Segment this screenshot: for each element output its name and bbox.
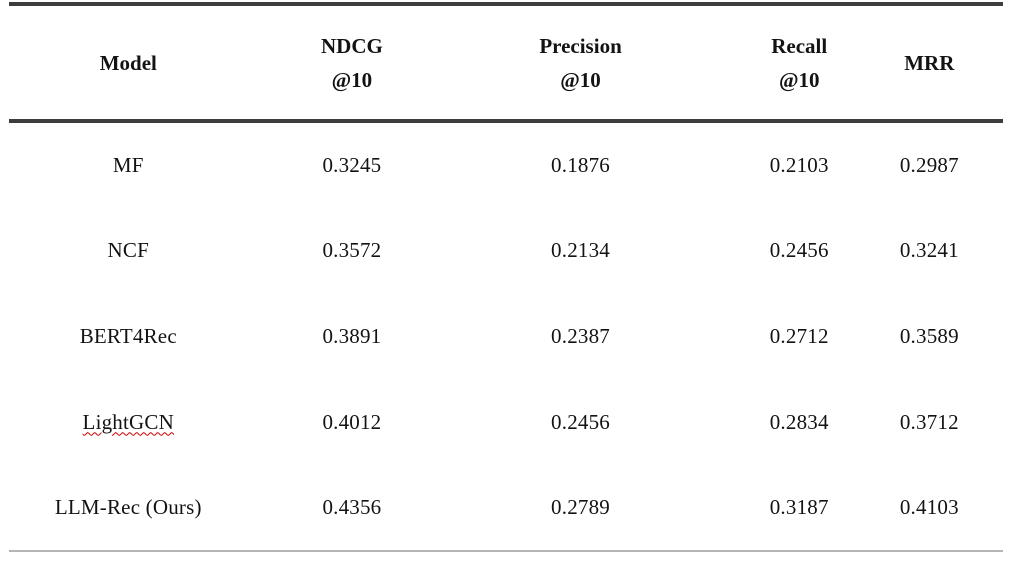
cell-model: MF: [9, 121, 248, 207]
table-body: MF 0.3245 0.1876 0.2103 0.2987 NCF 0.357…: [9, 121, 1003, 551]
model-name: NCF: [107, 237, 149, 262]
cell-precision10: 0.2789: [551, 495, 610, 519]
cell-model: BERT4Rec: [9, 293, 248, 379]
header-recall10-label: Recall: [771, 33, 828, 58]
cell-recall10: 0.2712: [769, 323, 829, 348]
cell-recall10: 0.2103: [769, 152, 829, 177]
cell-mrr: 0.3241: [899, 237, 959, 262]
header-recall10-sub: @10: [778, 67, 820, 92]
table-row: MF 0.3245 0.1876 0.2103 0.2987: [9, 121, 1003, 207]
header-precision10-sub: @10: [560, 67, 601, 92]
cell-ndcg10: 0.3572: [322, 237, 382, 262]
header-model: Model: [9, 4, 248, 121]
cell-ndcg10: 0.4356: [322, 495, 382, 519]
header-ndcg10-sub: @10: [331, 67, 373, 92]
cell-recall10: 0.2456: [769, 237, 829, 262]
table-header: Model NDCG @10 Precision @10 Recall @10 …: [9, 4, 1003, 121]
cell-ndcg10: 0.3891: [322, 323, 382, 348]
header-row: Model NDCG @10 Precision @10 Recall @10 …: [9, 4, 1003, 121]
results-table-container: Model NDCG @10 Precision @10 Recall @10 …: [9, 2, 1003, 552]
header-ndcg10-label: NDCG: [320, 33, 383, 58]
table-row: BERT4Rec 0.3891 0.2387 0.2712 0.3589: [9, 293, 1003, 379]
cell-mrr: 0.3712: [899, 409, 959, 434]
header-precision10: Precision @10: [456, 4, 705, 121]
header-model-label: Model: [99, 50, 157, 75]
cell-ndcg10: 0.4012: [322, 409, 382, 434]
header-mrr: MRR: [894, 4, 1003, 121]
cell-precision10: 0.2387: [551, 323, 610, 348]
cell-precision10: 0.1876: [551, 152, 610, 177]
results-table: Model NDCG @10 Precision @10 Recall @10 …: [9, 2, 1003, 552]
header-recall10: Recall @10: [705, 4, 894, 121]
cell-model: NCF: [9, 207, 248, 293]
cell-mrr: 0.4103: [899, 495, 959, 519]
model-name: BERT4Rec: [79, 323, 177, 348]
cell-mrr: 0.3589: [899, 323, 959, 348]
model-name: MF: [112, 152, 144, 177]
model-name-spellchecked: LightGCN: [82, 409, 174, 434]
header-precision10-label: Precision: [539, 33, 622, 58]
cell-mrr: 0.2987: [899, 152, 959, 177]
header-ndcg10: NDCG @10: [248, 4, 457, 121]
cell-recall10: 0.2834: [769, 409, 829, 434]
cell-recall10: 0.3187: [769, 495, 829, 519]
cell-precision10: 0.2134: [551, 237, 610, 262]
table-row: LLM-Rec (Ours) 0.4356 0.2789 0.3187 0.41…: [9, 465, 1003, 551]
cell-precision10: 0.2456: [551, 409, 610, 434]
table-row: LightGCN 0.4012 0.2456 0.2834 0.3712: [9, 379, 1003, 465]
header-mrr-label: MRR: [904, 50, 955, 75]
model-name: LLM-Rec (Ours): [54, 495, 202, 519]
cell-model: LLM-Rec (Ours): [9, 465, 248, 551]
cell-model: LightGCN: [9, 379, 248, 465]
table-row: NCF 0.3572 0.2134 0.2456 0.3241: [9, 207, 1003, 293]
cell-ndcg10: 0.3245: [322, 152, 382, 177]
